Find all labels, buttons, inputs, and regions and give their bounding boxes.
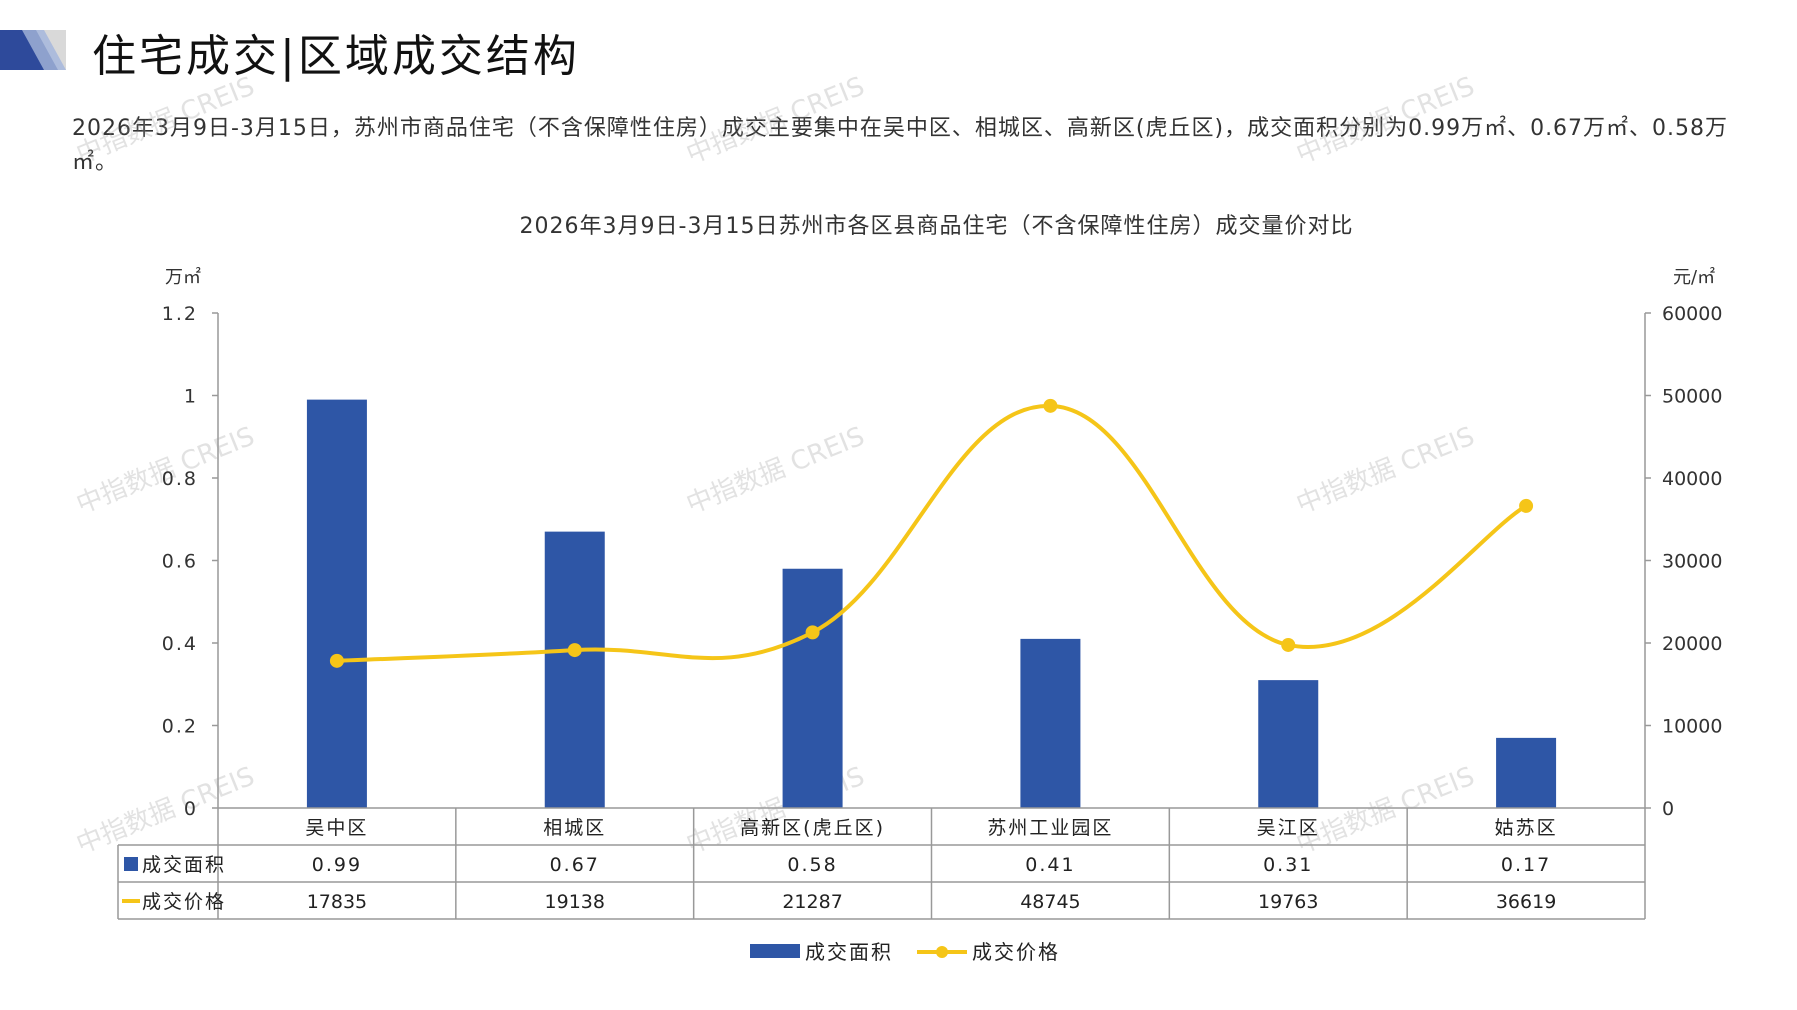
category-label: 苏州工业园区 bbox=[987, 817, 1113, 839]
legend-label-price: 成交价格 bbox=[972, 940, 1060, 964]
page-title: 住宅成交|区域成交结构 bbox=[92, 31, 580, 82]
chart-title: 2026年3月9日-3月15日苏州市各区县商品住宅（不含保障性住房）成交量价对比 bbox=[520, 214, 1354, 239]
y-right-unit: 元/㎡ bbox=[1673, 266, 1715, 288]
y-left-tick-label: 0.6 bbox=[162, 551, 198, 573]
y-right-tick-label: 50000 bbox=[1662, 386, 1722, 408]
category-label: 相城区 bbox=[543, 817, 606, 839]
category-label: 吴中区 bbox=[305, 817, 368, 839]
y-left-tick-label: 0.8 bbox=[162, 468, 198, 490]
category-label: 高新区(虎丘区) bbox=[740, 817, 885, 839]
summary-text: 2026年3月9日-3月15日，苏州市商品住宅（不含保障性住房）成交主要集中在吴… bbox=[72, 116, 1729, 175]
area-value: 0.99 bbox=[312, 854, 362, 876]
price-value: 36619 bbox=[1496, 891, 1556, 913]
price-series-line bbox=[336, 403, 1528, 663]
bar-3 bbox=[782, 568, 843, 808]
price-value: 17835 bbox=[307, 891, 367, 913]
y-left-tick-label: 1.2 bbox=[162, 303, 198, 325]
area-value: 0.41 bbox=[1025, 854, 1075, 876]
price-point-3 bbox=[805, 625, 820, 640]
category-label: 姑苏区 bbox=[1495, 817, 1558, 839]
y-left-tick-label: 0.2 bbox=[162, 716, 198, 738]
category-label: 吴江区 bbox=[1257, 817, 1320, 839]
header-decoration bbox=[0, 30, 66, 70]
area-value: 0.17 bbox=[1501, 854, 1551, 876]
bar-4 bbox=[1020, 638, 1081, 808]
price-value: 19138 bbox=[545, 891, 605, 913]
bar-5 bbox=[1258, 680, 1319, 808]
legend-label-area: 成交面积 bbox=[805, 940, 893, 964]
legend-marker-price bbox=[936, 946, 948, 958]
legend-key-area bbox=[750, 944, 800, 958]
price-point-5 bbox=[1281, 637, 1296, 652]
price-point-4 bbox=[1043, 398, 1058, 413]
bar-2 bbox=[544, 531, 605, 808]
y-right-tick-label: 10000 bbox=[1662, 716, 1722, 738]
y-right-tick-label: 30000 bbox=[1662, 551, 1722, 573]
y-right-tick-label: 20000 bbox=[1662, 633, 1722, 655]
price-point-1 bbox=[329, 653, 344, 668]
y-right-tick-label: 40000 bbox=[1662, 468, 1722, 490]
price-value: 48745 bbox=[1020, 891, 1080, 913]
y-left-unit: 万㎡ bbox=[165, 266, 201, 288]
y-left-tick-label: 1 bbox=[184, 386, 198, 408]
y-right-tick-label: 60000 bbox=[1662, 303, 1722, 325]
row-key-area bbox=[124, 857, 138, 871]
price-value: 21287 bbox=[782, 891, 842, 913]
bar-6 bbox=[1496, 737, 1557, 808]
price-point-6 bbox=[1519, 498, 1534, 513]
y-right-tick-label: 0 bbox=[1662, 798, 1674, 820]
y-left-tick-label: 0.4 bbox=[162, 633, 198, 655]
price-point-2 bbox=[567, 643, 582, 658]
area-value: 0.67 bbox=[550, 854, 600, 876]
bar-1 bbox=[306, 399, 367, 808]
row-header-area: 成交面积 bbox=[142, 854, 226, 876]
price-value: 19763 bbox=[1258, 891, 1318, 913]
area-value: 0.31 bbox=[1263, 854, 1313, 876]
area-value: 0.58 bbox=[787, 854, 837, 876]
y-left-tick-label: 0 bbox=[184, 798, 198, 820]
row-header-price: 成交价格 bbox=[142, 891, 226, 913]
